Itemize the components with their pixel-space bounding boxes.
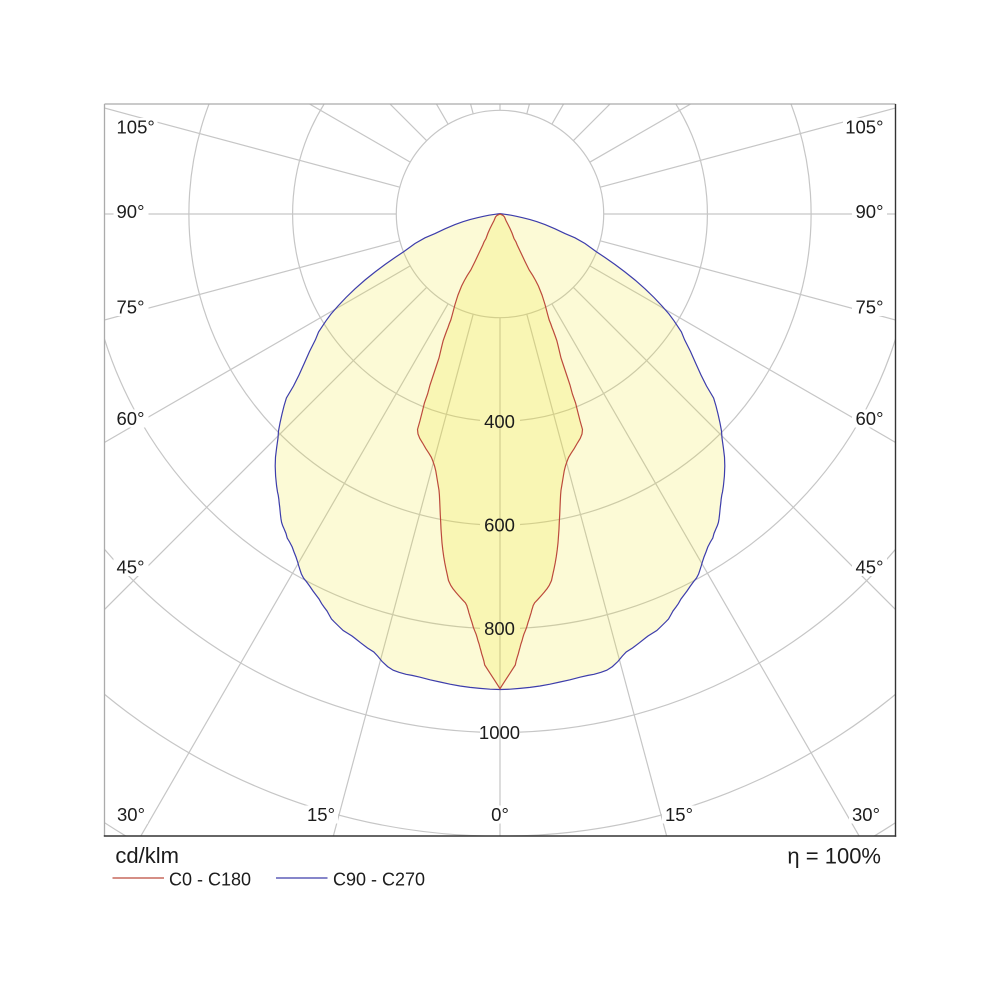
svg-text:105°: 105° — [845, 116, 883, 137]
svg-text:1000: 1000 — [479, 722, 520, 743]
svg-text:0°: 0° — [491, 804, 509, 825]
svg-text:600: 600 — [484, 515, 515, 536]
svg-text:15°: 15° — [665, 804, 693, 825]
svg-text:30°: 30° — [117, 804, 145, 825]
svg-text:75°: 75° — [117, 296, 145, 317]
svg-text:cd/klm: cd/klm — [115, 843, 179, 868]
svg-text:45°: 45° — [117, 556, 145, 577]
svg-text:η = 100%: η = 100% — [787, 843, 881, 868]
svg-text:C0 - C180: C0 - C180 — [169, 870, 251, 890]
svg-text:400: 400 — [484, 411, 515, 432]
svg-text:C90 - C270: C90 - C270 — [333, 870, 425, 890]
svg-text:60°: 60° — [117, 408, 145, 429]
svg-text:90°: 90° — [117, 201, 145, 222]
svg-text:105°: 105° — [117, 116, 155, 137]
svg-text:15°: 15° — [307, 804, 335, 825]
svg-text:45°: 45° — [856, 556, 884, 577]
svg-text:90°: 90° — [856, 201, 884, 222]
svg-text:30°: 30° — [852, 804, 880, 825]
svg-text:800: 800 — [484, 618, 515, 639]
svg-text:75°: 75° — [856, 296, 884, 317]
svg-text:60°: 60° — [856, 408, 884, 429]
